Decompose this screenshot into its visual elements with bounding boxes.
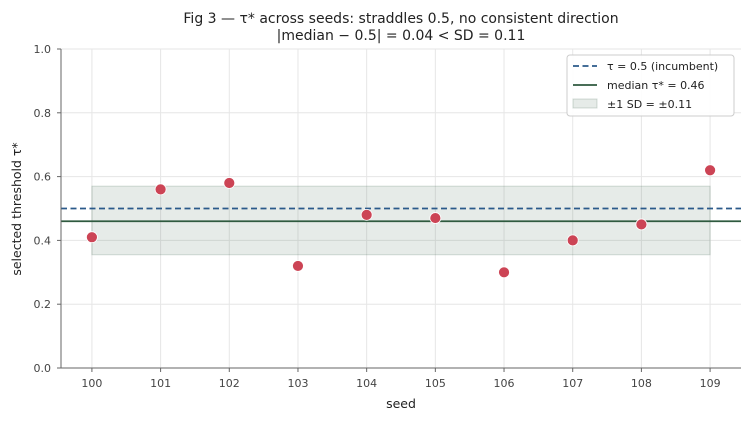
- legend-label-sd-band: ±1 SD = ±0.11: [607, 98, 692, 111]
- data-point-seed-108: [635, 218, 648, 231]
- y-tick-label-0.4: 0.4: [34, 234, 52, 247]
- y-tick-label-0.0: 0.0: [34, 362, 52, 375]
- x-tick-label-107: 107: [562, 377, 583, 390]
- x-ticks: 100 101 102 103 104 105 106 107 108 109: [81, 368, 721, 390]
- y-ticks: 0.0 0.2 0.4 0.6 0.8 1.0: [34, 43, 61, 375]
- data-point-seed-100: [86, 231, 98, 244]
- x-tick-label-101: 101: [150, 377, 171, 390]
- y-axis-label: selected threshold τ*: [9, 142, 24, 275]
- data-point-seed-106: [498, 266, 510, 279]
- data-point-seed-102: [223, 177, 236, 189]
- x-tick-label-106: 106: [494, 377, 515, 390]
- x-tick-label-109: 109: [700, 377, 721, 390]
- data-points: [86, 164, 716, 279]
- legend: τ = 0.5 (incumbent) median τ* = 0.46 ±1 …: [566, 54, 735, 117]
- data-point-seed-107: [566, 234, 579, 247]
- y-tick-label-0.2: 0.2: [34, 298, 52, 311]
- data-point-seed-101: [154, 183, 167, 196]
- y-tick-label-0.8: 0.8: [34, 107, 52, 120]
- x-tick-label-103: 103: [287, 377, 308, 390]
- x-tick-label-102: 102: [219, 377, 240, 390]
- chart-title: Fig 3 — τ* across seeds: straddles 0.5, …: [183, 11, 618, 27]
- data-point-seed-105: [429, 212, 442, 224]
- legend-box: [566, 54, 735, 117]
- data-point-seed-109: [704, 164, 716, 177]
- data-point-seed-104: [360, 208, 373, 221]
- x-tick-label-104: 104: [356, 377, 377, 390]
- chart-subtitle: |median − 0.5| = 0.04 < SD = 0.11: [277, 28, 526, 44]
- x-tick-label-100: 100: [81, 377, 102, 390]
- legend-label-median-line: median τ* = 0.46: [607, 79, 705, 92]
- x-tick-label-105: 105: [425, 377, 446, 390]
- axes: [60, 49, 741, 369]
- legend-swatch-sd-band: [572, 98, 598, 109]
- y-tick-label-1.0: 1.0: [34, 43, 52, 56]
- legend-label-reference-line: τ = 0.5 (incumbent): [607, 60, 718, 73]
- reference-lines-layer: [61, 207, 741, 223]
- x-axis-label: seed: [386, 396, 416, 411]
- y-tick-label-0.6: 0.6: [34, 171, 52, 184]
- x-tick-label-108: 108: [631, 377, 652, 390]
- data-point-seed-103: [292, 260, 304, 272]
